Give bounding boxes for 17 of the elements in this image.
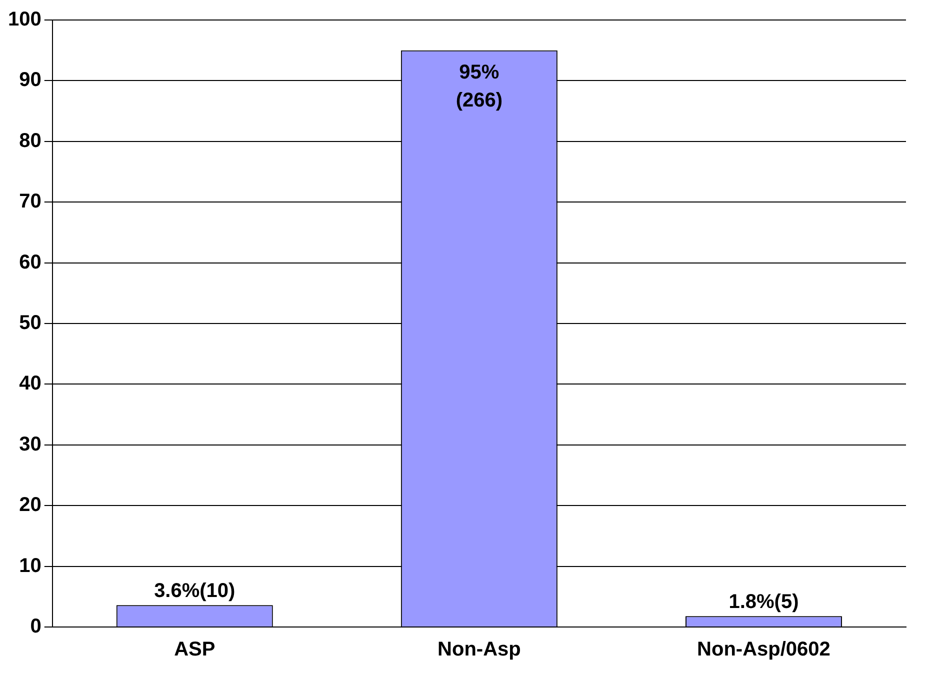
x-tick-label: Non-Asp <box>438 638 521 661</box>
y-tick-label: 100 <box>8 8 42 31</box>
y-tick-label: 70 <box>19 190 42 213</box>
y-tick-label: 80 <box>19 130 42 152</box>
data-label: 95% (266) <box>456 61 503 112</box>
data-label: 1.8%(5) <box>728 591 799 614</box>
y-tick-label: 50 <box>19 312 42 334</box>
y-tick-label: 90 <box>19 69 42 92</box>
y-tick-label: 10 <box>19 554 42 577</box>
y-tick-label: 0 <box>30 616 42 638</box>
y-tick-label: 60 <box>19 251 42 274</box>
x-tick-label: ASP <box>174 638 216 661</box>
y-tick-label: 20 <box>19 494 42 516</box>
y-tick-label: 40 <box>19 372 42 395</box>
data-label: 3.6%(10) <box>154 580 236 602</box>
y-tick-label: 30 <box>19 433 42 456</box>
x-tick-label: Non-Asp/0602 <box>697 638 830 661</box>
